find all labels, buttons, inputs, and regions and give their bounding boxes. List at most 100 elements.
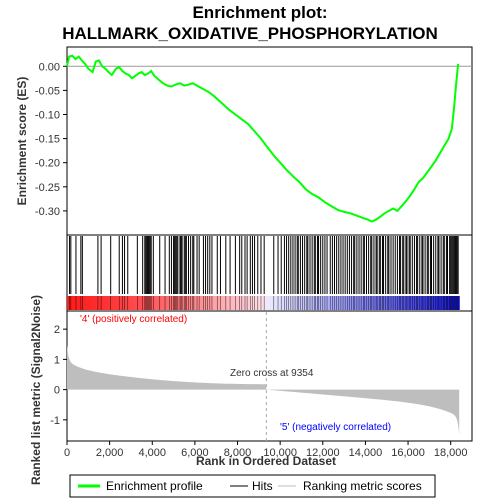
- rank-color-segment: [96, 296, 101, 310]
- rank-color-segment: [266, 296, 271, 310]
- rank-color-segment: [305, 296, 310, 310]
- metric-y-tick-label: 2: [54, 324, 60, 336]
- es-y-tick-label: -0.30: [35, 206, 60, 218]
- metric-y-tick-label: 0: [54, 385, 60, 397]
- rank-color-segment: [191, 296, 196, 310]
- negative-correlation-label: '5' (negatively correlated): [280, 422, 391, 433]
- metric-y-tick-label: -1: [50, 415, 60, 427]
- rank-color-segment: [439, 296, 444, 310]
- rank-color-segment: [269, 296, 274, 310]
- legend-hits-label: Hits: [252, 479, 273, 493]
- rank-color-segment: [285, 296, 290, 310]
- rank-color-segment: [214, 296, 218, 310]
- rank-color-segment: [354, 296, 359, 310]
- rank-color-segment: [341, 296, 346, 310]
- x-tick-label: 8,000: [224, 447, 252, 459]
- rank-color-segment: [138, 296, 143, 310]
- rank-color-segment: [250, 296, 254, 310]
- rank-color-bar: [67, 296, 460, 310]
- rank-color-segment: [436, 296, 441, 310]
- rank-color-segment: [67, 296, 71, 310]
- es-y-tick-label: 0.00: [39, 61, 60, 73]
- rank-color-segment: [370, 296, 375, 310]
- rank-color-segment: [292, 296, 297, 310]
- rank-color-segment: [155, 296, 160, 310]
- rank-color-segment: [400, 296, 405, 310]
- rank-color-segment: [194, 296, 199, 310]
- rank-color-segment: [76, 296, 81, 310]
- zero-cross-label: Zero cross at 9354: [230, 368, 314, 379]
- rank-color-segment: [112, 296, 117, 310]
- rank-color-segment: [299, 296, 303, 310]
- rank-color-segment: [295, 296, 300, 310]
- x-axis: 0 2,000 4,000 6,000 8,000 10,000 12,000 14,000 1…: [64, 441, 468, 459]
- rank-color-segment: [236, 296, 241, 310]
- rank-color-segment: [116, 296, 120, 310]
- x-tick-label: 4,000: [138, 447, 166, 459]
- rank-color-segment: [145, 296, 150, 310]
- legend-profile-label: Enrichment profile: [106, 479, 203, 493]
- rank-color-segment: [452, 296, 457, 310]
- es-y-axis-label: Enrichment score (ES): [15, 77, 29, 206]
- rank-color-segment: [256, 296, 261, 310]
- rank-color-segment: [73, 296, 78, 310]
- metric-y-axis: 2 1 0 -1: [50, 324, 67, 427]
- rank-color-segment: [433, 296, 437, 310]
- rank-color-segment: [289, 296, 294, 310]
- es-y-tick-label: -0.15: [35, 134, 60, 146]
- x-tick-label: 12,000: [306, 447, 340, 459]
- es-y-axis: 0.00 -0.05 -0.10 -0.15 -0.20 -0.25 -0.30: [35, 61, 67, 218]
- rank-color-segment: [220, 296, 225, 310]
- rank-color-segment: [204, 296, 209, 310]
- rank-color-segment: [148, 296, 153, 310]
- rank-color-segment: [403, 296, 408, 310]
- rank-color-segment: [106, 296, 111, 310]
- rank-color-segment: [70, 296, 75, 310]
- x-axis-label: Rank in Ordered Dataset: [196, 454, 336, 468]
- rank-color-segment: [259, 296, 264, 310]
- rank-color-segment: [253, 296, 258, 310]
- rank-color-segment: [83, 296, 88, 310]
- x-tick-label: 16,000: [391, 447, 425, 459]
- rank-color-segment: [397, 296, 401, 310]
- rank-color-segment: [357, 296, 362, 310]
- rank-color-segment: [393, 296, 398, 310]
- rank-color-segment: [210, 296, 215, 310]
- rank-color-segment: [86, 296, 91, 310]
- rank-color-segment: [230, 296, 235, 310]
- legend-box: [69, 474, 436, 498]
- x-tick-label: 18,000: [434, 447, 468, 459]
- rank-color-segment: [207, 296, 212, 310]
- metric-y-tick-label: 1: [54, 354, 60, 366]
- rank-color-segment: [151, 296, 156, 310]
- rank-color-segment: [348, 296, 352, 310]
- x-tick-label: 14,000: [349, 447, 383, 459]
- rank-color-segment: [129, 296, 133, 310]
- rank-color-segment: [165, 296, 169, 310]
- rank-color-segment: [142, 296, 147, 310]
- rank-color-segment: [308, 296, 313, 310]
- rank-color-segment: [109, 296, 114, 310]
- rank-color-segment: [240, 296, 245, 310]
- rank-color-segment: [263, 296, 267, 310]
- rank-color-segment: [217, 296, 222, 310]
- x-tick-label: 10,000: [263, 447, 297, 459]
- rank-color-segment: [338, 296, 343, 310]
- rank-color-segment: [302, 296, 307, 310]
- x-tick-label: 2,000: [96, 447, 124, 459]
- chart-title-line2: HALLMARK_OXIDATIVE_PHOSPHORYLATION: [62, 24, 438, 43]
- x-tick-label: 0: [64, 447, 70, 459]
- rank-color-segment: [321, 296, 326, 310]
- rank-color-segment: [367, 296, 372, 310]
- hits-group: [69, 236, 459, 294]
- rank-color-segment: [197, 296, 202, 310]
- rank-color-segment: [387, 296, 392, 310]
- rank-color-segment: [413, 296, 418, 310]
- enrichment-profile-line: [66, 54, 460, 223]
- rank-color-segment: [187, 296, 192, 310]
- rank-color-segment: [243, 296, 248, 310]
- rank-color-segment: [99, 296, 104, 310]
- es-y-tick-label: -0.25: [35, 182, 60, 194]
- rank-color-segment: [331, 296, 336, 310]
